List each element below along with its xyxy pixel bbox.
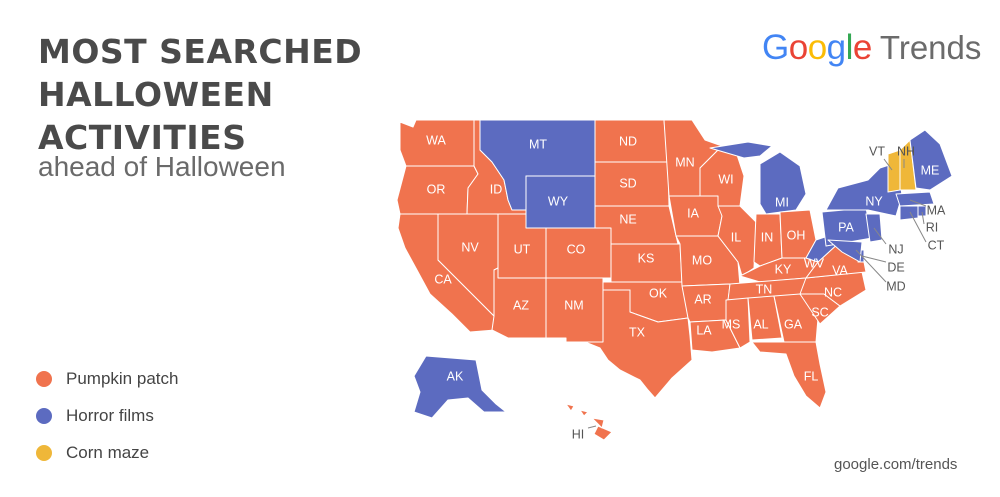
- state-label-ma: MA: [927, 203, 946, 217]
- state-al: [747, 295, 783, 341]
- legend: Pumpkin patch Horror films Corn maze: [36, 360, 178, 471]
- leader-line: [861, 255, 887, 263]
- state-label-ak: AK: [447, 369, 464, 383]
- legend-label: Pumpkin patch: [66, 368, 179, 388]
- state-label-nj: NJ: [888, 242, 903, 256]
- leader-line: [909, 211, 927, 243]
- state-label-la: LA: [696, 323, 712, 337]
- google-wordmark: Google: [762, 28, 872, 67]
- title-line: HALLOWEEN: [38, 75, 274, 114]
- state-label-al: AL: [753, 317, 768, 331]
- state-label-sd: SD: [619, 176, 636, 190]
- state-label-ms: MS: [722, 317, 741, 331]
- state-label-ne: NE: [619, 212, 636, 226]
- state-label-ct: CT: [928, 238, 945, 252]
- leader-line: [883, 158, 893, 171]
- state-label-nh: NH: [897, 144, 915, 158]
- state-label-nd: ND: [619, 134, 637, 148]
- state-label-oh: OH: [787, 228, 806, 242]
- state-label-ny: NY: [865, 194, 883, 208]
- map-title: MOST SEARCHED HALLOWEEN ACTIVITIES: [38, 30, 378, 159]
- state-label-md: MD: [886, 279, 905, 293]
- title-line: ACTIVITIES: [38, 118, 247, 157]
- state-fl: [751, 341, 827, 409]
- state-label-wy: WY: [548, 194, 569, 208]
- state-label-ga: GA: [784, 317, 803, 331]
- state-mi: [709, 141, 807, 215]
- legend-swatch: [36, 370, 52, 387]
- leader-line: [921, 211, 925, 225]
- state-ak: [413, 355, 507, 419]
- legend-label: Corn maze: [66, 442, 150, 462]
- state-label-ar: AR: [694, 292, 711, 306]
- state-label-vt: VT: [869, 144, 885, 158]
- state-label-co: CO: [567, 242, 586, 256]
- state-label-id: ID: [490, 182, 503, 196]
- state-label-nm: NM: [564, 298, 583, 312]
- state-label-wv: WV: [804, 256, 825, 270]
- trends-wordmark: Trends: [879, 29, 982, 66]
- legend-label: Horror films: [66, 405, 154, 425]
- state-md: [827, 239, 863, 263]
- title-line: MOST SEARCHED: [38, 32, 363, 71]
- map-subtitle: ahead of Halloween: [38, 151, 286, 182]
- leader-line: [587, 425, 597, 429]
- leader-line: [855, 249, 887, 283]
- state-label-ok: OK: [649, 286, 668, 300]
- state-label-me: ME: [921, 163, 940, 177]
- state-label-ia: IA: [687, 206, 699, 220]
- state-label-pa: PA: [838, 220, 854, 234]
- state-ct: [899, 205, 919, 221]
- legend-item-pumpkin-patch: Pumpkin patch: [36, 360, 178, 397]
- state-label-mn: MN: [675, 155, 694, 169]
- state-label-de: DE: [887, 260, 904, 274]
- legend-item-horror-films: Horror films: [36, 397, 178, 434]
- state-label-ut: UT: [514, 242, 531, 256]
- state-ga: [773, 293, 819, 343]
- state-label-nv: NV: [461, 240, 479, 254]
- state-ma: [895, 191, 935, 207]
- state-label-nc: NC: [824, 285, 842, 299]
- state-label-or: OR: [427, 182, 446, 196]
- state-label-in: IN: [761, 230, 774, 244]
- state-label-ky: KY: [775, 262, 792, 276]
- state-label-fl: FL: [804, 369, 819, 383]
- state-label-va: VA: [832, 263, 848, 277]
- source-link[interactable]: google.com/trends: [834, 456, 958, 473]
- state-label-mi: MI: [775, 195, 789, 209]
- leader-line: [873, 227, 887, 245]
- state-label-az: AZ: [513, 298, 529, 312]
- state-label-tx: TX: [629, 325, 646, 339]
- state-label-wa: WA: [426, 133, 446, 147]
- legend-item-corn-maze: Corn maze: [36, 434, 178, 471]
- leader-line: [909, 199, 927, 207]
- state-la: [689, 319, 741, 353]
- state-label-sc: SC: [811, 305, 828, 319]
- state-label-tn: TN: [756, 282, 773, 296]
- google-trends-logo: Google Trends: [762, 28, 981, 68]
- state-hi: [565, 403, 613, 441]
- state-nh: [899, 139, 917, 191]
- state-tx: [565, 289, 693, 399]
- state-label-mo: MO: [692, 253, 712, 267]
- state-ms: [725, 297, 751, 349]
- legend-swatch: [36, 407, 52, 424]
- state-label-ks: KS: [638, 251, 655, 265]
- state-label-mt: MT: [529, 137, 547, 151]
- state-me: [909, 129, 953, 191]
- state-label-wi: WI: [718, 172, 733, 186]
- legend-swatch: [36, 444, 52, 461]
- state-label-il: IL: [731, 230, 741, 244]
- state-label-ca: CA: [434, 272, 452, 286]
- state-label-hi: HI: [572, 427, 585, 441]
- state-label-ri: RI: [926, 220, 939, 234]
